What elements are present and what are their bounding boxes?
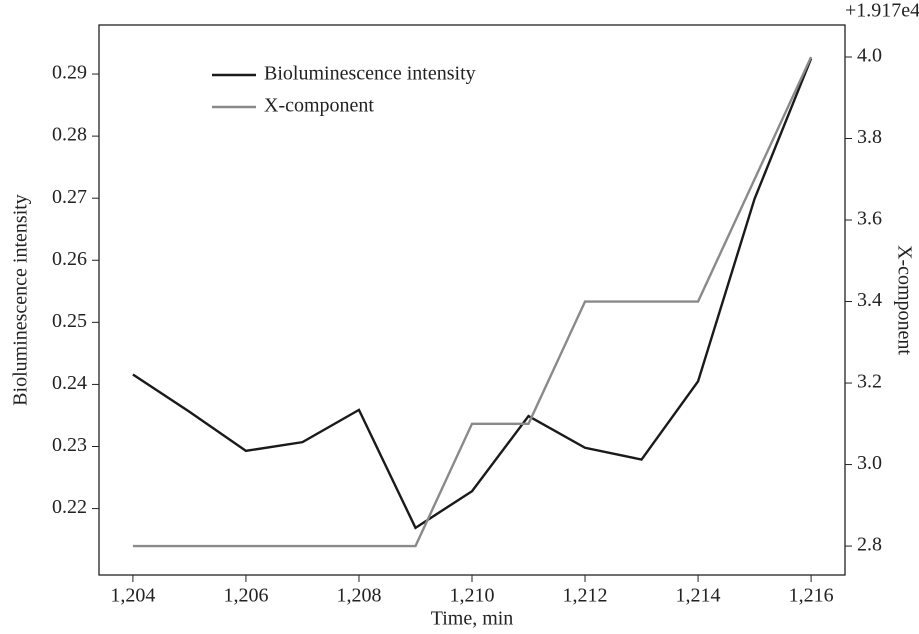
y2-tick-label: 3.4 — [857, 289, 882, 311]
y-tick-label: 0.27 — [52, 186, 87, 208]
x-tick-label: 1,206 — [223, 585, 268, 607]
y-tick-label: 0.24 — [52, 372, 87, 394]
series-line — [132, 58, 813, 530]
series-line — [132, 56, 813, 548]
y2-tick-label: 3.2 — [857, 371, 882, 393]
y2-tick-label: 2.8 — [857, 534, 882, 556]
y-tick-label: 0.26 — [52, 248, 87, 270]
x-tick-label: 1,216 — [789, 585, 834, 607]
x-tick-label: 1,214 — [676, 585, 721, 607]
x-tick-label: 1,204 — [110, 585, 155, 607]
y-axis-label: Bioluminescence intensity — [10, 194, 32, 406]
y-tick-label: 0.28 — [52, 124, 87, 146]
y2-tick-label: 4.0 — [857, 45, 882, 67]
legend-label: Bioluminescence intensity — [264, 63, 476, 85]
y-tick-label: 0.29 — [52, 62, 87, 84]
x-tick-label: 1,210 — [450, 585, 495, 607]
legend-label: X-component — [264, 95, 374, 117]
y-tick-label: 0.23 — [52, 434, 87, 456]
y-tick-label: 0.25 — [52, 310, 87, 332]
y2-tick-label: 3.0 — [857, 452, 882, 474]
y2-tick-label: 3.8 — [857, 126, 882, 148]
x-axis-label: Time, min — [431, 608, 514, 630]
y2-offset-label: +1.917e4 — [845, 0, 919, 22]
y-tick-label: 0.22 — [52, 496, 87, 518]
y2-axis-label: X-component — [893, 245, 915, 355]
y2-tick-label: 3.6 — [857, 208, 882, 230]
x-tick-label: 1,208 — [336, 585, 381, 607]
x-tick-label: 1,212 — [563, 585, 608, 607]
